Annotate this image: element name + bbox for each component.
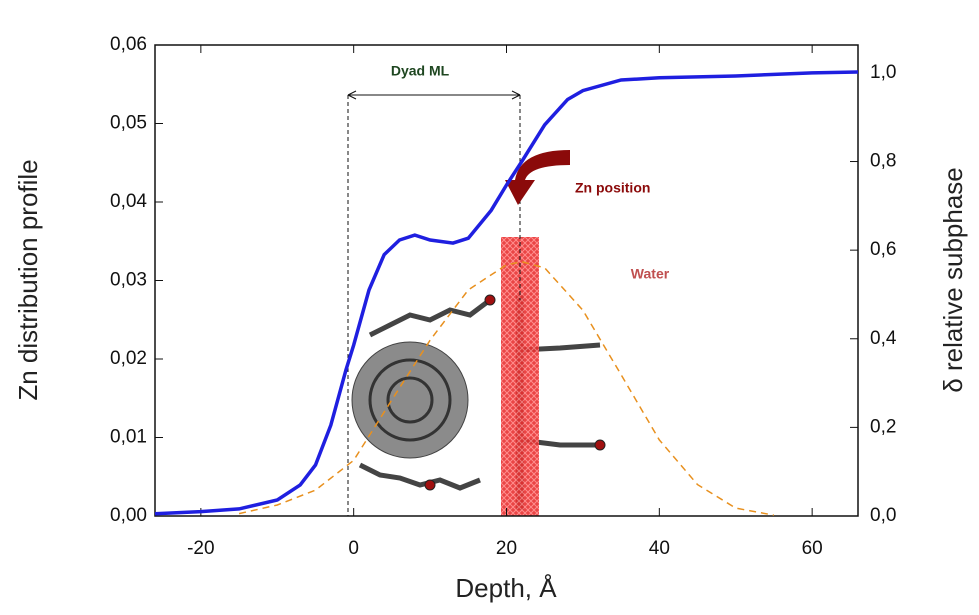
y-axis-label: Zn distribution profile	[13, 159, 43, 400]
x-tick-label: -20	[187, 538, 214, 559]
arrow	[505, 150, 570, 205]
zn-region	[501, 237, 539, 516]
x-tick-label: 20	[496, 538, 517, 559]
bracket	[347, 90, 521, 100]
y-tick-label: 0,05	[110, 113, 147, 134]
x-tick-label: 40	[649, 538, 670, 559]
y-tick-label: 0,00	[110, 505, 147, 526]
annotation: Zn position	[575, 180, 650, 196]
x-tick-label: 0	[348, 538, 359, 559]
y-tick-label: 0,02	[110, 348, 147, 369]
y-tick-label: 0,01	[110, 427, 147, 448]
y2-tick-label: 1,0	[870, 62, 896, 83]
x-tick-label: 60	[802, 538, 823, 559]
annotation: Dyad ML	[391, 63, 450, 79]
y2-tick-label: 0,0	[870, 505, 896, 526]
y-tick-label: 0,06	[110, 34, 147, 55]
y-tick-label: 0,04	[110, 191, 147, 212]
line	[154, 70, 859, 516]
y-tick-label: 0,03	[110, 270, 147, 291]
y2-axis-label: δ relative subphase	[938, 167, 968, 393]
y2-tick-label: 0,6	[870, 239, 896, 260]
annotation: Water	[631, 266, 670, 282]
y2-tick-label: 0,8	[870, 151, 896, 172]
y2-tick-label: 0,2	[870, 416, 896, 437]
y2-tick-label: 0,4	[870, 328, 897, 349]
dashed-line	[238, 260, 775, 516]
x-axis-label: Depth, Å	[455, 573, 557, 603]
